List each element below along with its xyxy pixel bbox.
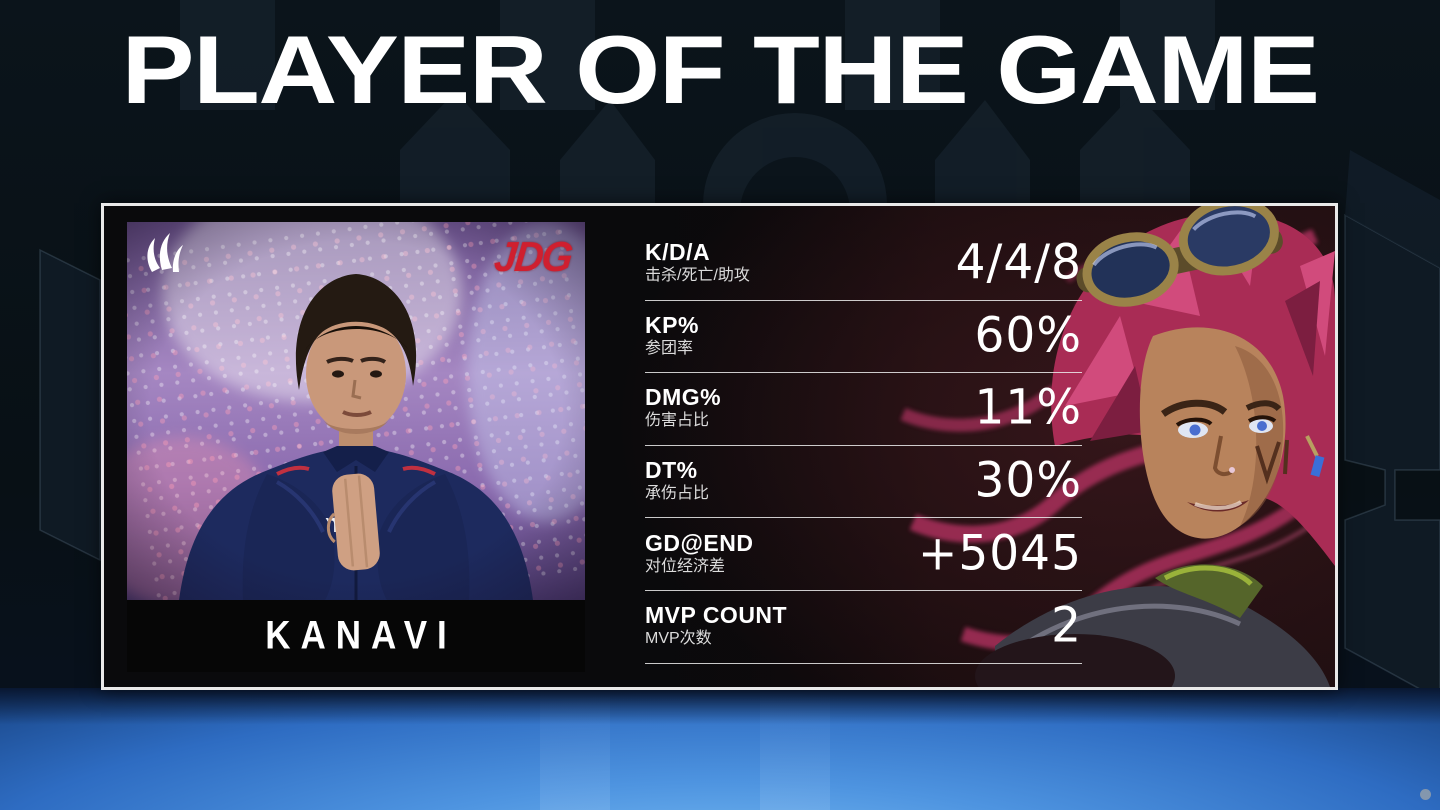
stat-label: KP%	[645, 311, 699, 338]
stat-label: MVP COUNT	[645, 602, 788, 629]
stat-label: GD@END	[645, 529, 754, 556]
player-photo-panel: nte	[127, 222, 585, 672]
stat-label: DT%	[645, 457, 698, 484]
potg-card: K/D/A 击杀/死亡/助攻 4/4/8 KP% 参团率 60% DMG% 伤害…	[101, 203, 1338, 690]
player-photo: nte	[127, 222, 585, 600]
stat-row-dmg: DMG% 伤害占比 11%	[645, 373, 1082, 446]
stat-sublabel: MVP次数	[645, 630, 712, 648]
stat-row-gdend: GD@END 对位经济差 +5045	[645, 518, 1082, 591]
stat-value: +5045	[918, 525, 1082, 582]
stat-sublabel: 承伤占比	[645, 485, 710, 503]
vi-tattoo	[1255, 439, 1289, 485]
bottom-blue-glow	[0, 688, 1440, 810]
light-ray	[760, 688, 830, 810]
stat-row-kp: KP% 参团率 60%	[645, 301, 1082, 374]
stat-sublabel: 击杀/死亡/助攻	[645, 267, 750, 285]
stat-value: 11%	[974, 379, 1082, 437]
team-claw-icon	[147, 233, 183, 272]
stat-sublabel: 对位经济差	[645, 557, 726, 575]
stat-value: 60%	[974, 307, 1082, 364]
stat-row-mvp: MVP COUNT MVP次数 2	[645, 591, 1082, 664]
stat-label: DMG%	[645, 384, 722, 411]
stat-value: 2	[1051, 597, 1082, 654]
stat-row-kda: K/D/A 击杀/死亡/助攻 4/4/8	[645, 228, 1082, 301]
corner-dot	[1420, 789, 1431, 800]
champion-vi-splash	[615, 206, 1335, 687]
stat-value: 30%	[974, 452, 1082, 509]
stats-panel: K/D/A 击杀/死亡/助攻 4/4/8 KP% 参团率 60% DMG% 伤害…	[645, 228, 1082, 664]
page-title: PLAYER OF THE GAME	[121, 17, 1320, 125]
jdg-logo: JDG	[491, 234, 573, 281]
stat-row-dt: DT% 承伤占比 30%	[645, 446, 1082, 519]
light-ray	[540, 688, 610, 810]
stat-sublabel: 伤害占比	[645, 412, 710, 430]
stat-sublabel: 参团率	[645, 339, 694, 357]
goggles-icon	[1076, 206, 1283, 307]
player-name-bar: KANAVI	[127, 600, 585, 672]
vi-face	[975, 206, 1335, 687]
stat-value: 4/4/8	[955, 234, 1082, 291]
player-name: KANAVI	[265, 613, 457, 658]
stat-label: K/D/A	[645, 239, 711, 266]
